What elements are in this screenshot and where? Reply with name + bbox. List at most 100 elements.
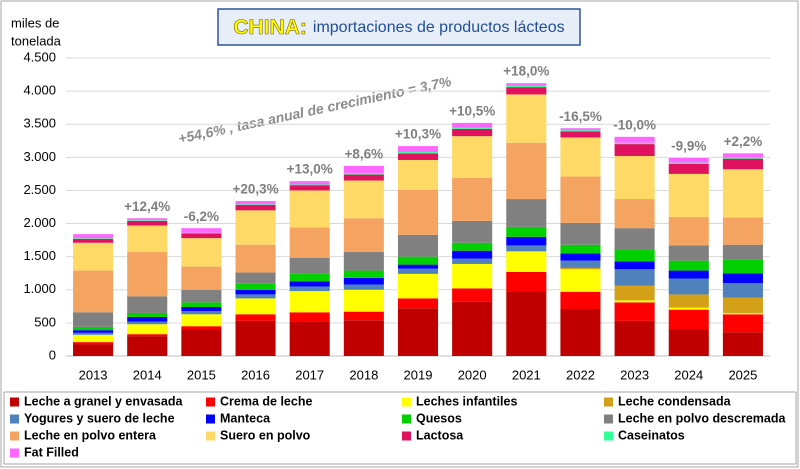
bar-segment xyxy=(614,199,655,229)
bar-segment xyxy=(614,228,655,251)
growth-label: +20,3% xyxy=(232,182,278,197)
bar-segment xyxy=(397,264,439,269)
bar-segment xyxy=(181,310,222,315)
bar-segment xyxy=(668,260,709,271)
bar-segment xyxy=(235,289,276,295)
bar-segment xyxy=(73,238,114,243)
bar-segment xyxy=(722,332,763,356)
growth-label: -16,5% xyxy=(559,109,602,124)
legend-swatch xyxy=(10,448,19,458)
bar-segment xyxy=(560,269,601,292)
x-tick-label: 2025 xyxy=(728,367,757,382)
bar-segment xyxy=(343,252,384,271)
bar-segment xyxy=(452,301,493,356)
bar-segment xyxy=(668,329,709,356)
bar-segment xyxy=(614,285,655,301)
title-text: importaciones de productos lácteos xyxy=(313,19,565,36)
bar-segment xyxy=(127,218,168,221)
bar-segment xyxy=(452,122,493,128)
bar-segment xyxy=(452,177,493,221)
bar-segment xyxy=(722,273,763,284)
bar-segment xyxy=(181,238,222,267)
legend-swatch xyxy=(402,414,411,424)
bar-segment xyxy=(452,220,493,243)
bar-segment xyxy=(506,85,547,88)
bar-segment xyxy=(560,308,601,356)
bar-segment xyxy=(73,238,114,239)
bar-segment xyxy=(73,342,114,345)
y-tick-label: 4.000 xyxy=(23,83,56,98)
bar-segment xyxy=(614,136,655,143)
legend-label: Suero en polvo xyxy=(220,428,311,442)
legend-swatch xyxy=(206,414,215,424)
bar-segment xyxy=(452,127,493,129)
bar-segment xyxy=(397,256,439,265)
bar-segment xyxy=(506,94,547,143)
bar-segment xyxy=(722,157,763,159)
bar-segment xyxy=(560,244,601,254)
bar-segment xyxy=(235,210,276,245)
bar-segment xyxy=(722,169,763,218)
x-tick-label: 2014 xyxy=(133,367,162,382)
bar-segment xyxy=(560,291,601,309)
bar-segment xyxy=(614,250,655,262)
bar-segment xyxy=(560,131,601,138)
legend-swatch xyxy=(10,431,19,441)
y-tick-label: 2.000 xyxy=(23,215,56,230)
bar-segment xyxy=(614,156,655,200)
growth-label: +2,2% xyxy=(724,134,763,149)
bar-segment xyxy=(127,312,168,317)
bar-segment xyxy=(181,306,222,311)
bar-segment xyxy=(668,245,709,261)
bar-segment xyxy=(73,242,114,271)
bar-segment xyxy=(560,176,601,223)
growth-label: +18,0% xyxy=(503,64,549,79)
x-tick-label: 2017 xyxy=(295,367,324,382)
bar-segment xyxy=(722,297,763,313)
bar-segment xyxy=(668,173,709,217)
bar-segment xyxy=(397,273,439,299)
bar-segment xyxy=(506,251,547,272)
bar-segment xyxy=(397,298,439,309)
x-tick-label: 2015 xyxy=(187,367,216,382)
bar-segment xyxy=(614,142,655,145)
bar-segment xyxy=(506,245,547,252)
bar-segment xyxy=(343,311,384,321)
bar-segment xyxy=(397,189,439,235)
x-tick-label: 2020 xyxy=(458,367,487,382)
bar-segment xyxy=(397,268,439,274)
bar-segment xyxy=(127,220,168,226)
legend-label: Lactosa xyxy=(416,428,464,442)
bar-segment xyxy=(668,163,709,174)
growth-label: -9,9% xyxy=(671,139,706,154)
legend-label: Leche condensada xyxy=(618,394,732,408)
bar-segment xyxy=(343,165,384,174)
bar-segment xyxy=(235,204,276,206)
legend-label: Leches infantiles xyxy=(416,394,517,408)
bar-segment xyxy=(235,283,276,290)
bar-segment xyxy=(343,270,384,278)
bar-segment xyxy=(343,320,384,356)
bar-segment xyxy=(127,334,168,337)
bar-segment xyxy=(560,128,601,131)
bar-segment xyxy=(181,326,222,330)
bar-segment xyxy=(722,244,763,260)
bar-segment xyxy=(235,201,276,205)
bar-segment xyxy=(343,277,384,285)
bar-segment xyxy=(668,278,709,295)
bar-segment xyxy=(506,87,547,95)
bar-segment xyxy=(181,266,222,290)
bar-segment xyxy=(181,302,222,307)
y-tick-label: 4.500 xyxy=(23,49,56,64)
bar-segment xyxy=(397,234,439,257)
bar-segment xyxy=(506,236,547,246)
bar-segment xyxy=(343,173,384,175)
bar-segment xyxy=(289,291,330,313)
bar-segment xyxy=(343,289,384,312)
bar-segment xyxy=(722,314,763,333)
legend-label: Leche en polvo descremada xyxy=(618,411,786,425)
bar-segment xyxy=(289,184,330,186)
y-tick-label: 3.500 xyxy=(23,116,56,131)
bar-segment xyxy=(235,205,276,211)
